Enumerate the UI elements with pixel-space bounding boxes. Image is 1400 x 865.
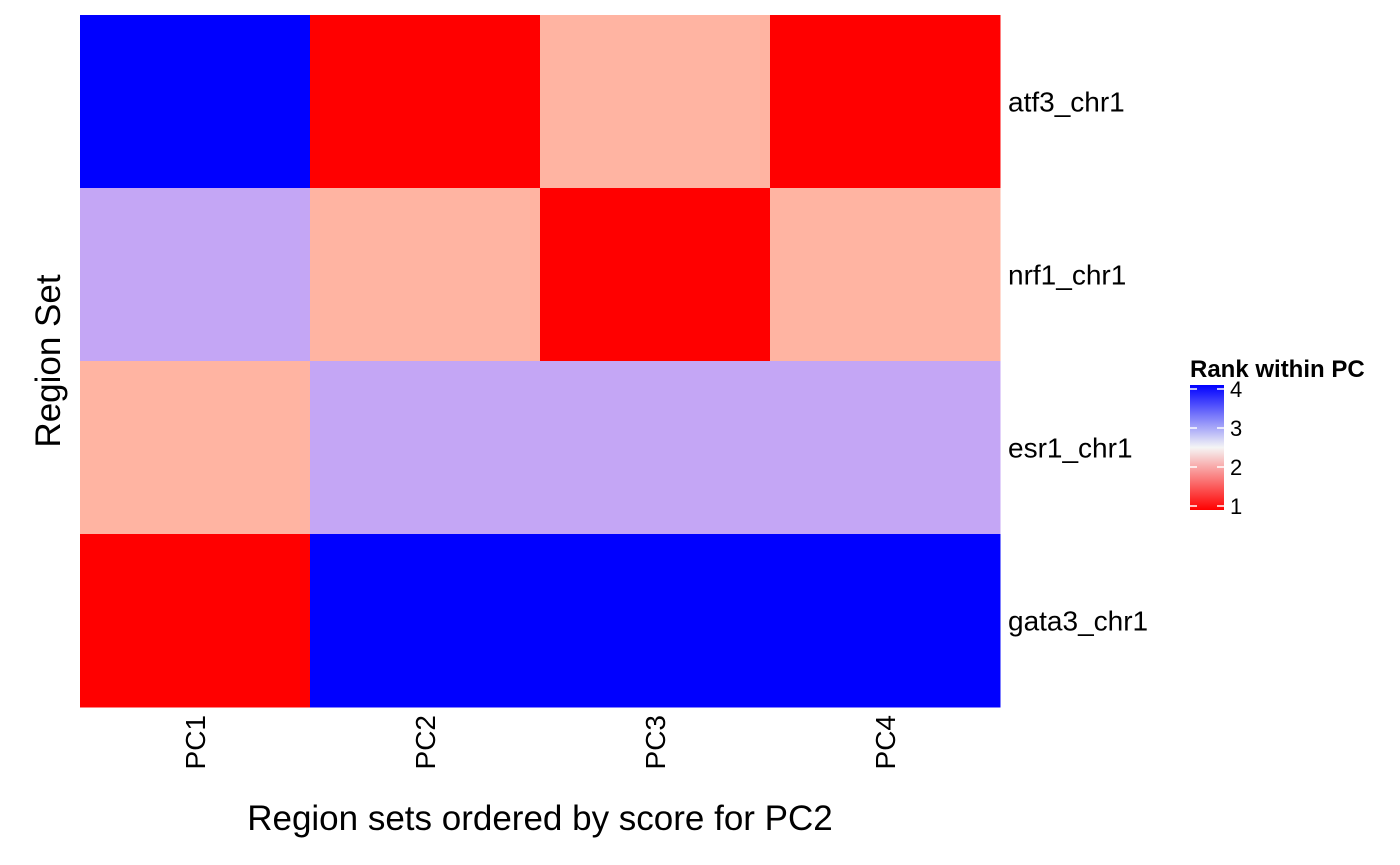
heatmap-cell [80,361,311,535]
legend-tick-label: 2 [1230,455,1242,480]
x-tick-label: PC1 [180,715,211,769]
heatmap-cell [540,188,771,362]
y-tick-label: atf3_chr1 [1008,87,1125,118]
y-tick-label: gata3_chr1 [1008,606,1148,637]
heatmap-cell [770,534,1001,708]
legend-tick-label: 3 [1230,416,1242,441]
heatmap-cell [770,15,1001,189]
x-tick-label: PC4 [870,715,901,769]
y-tick-labels: atf3_chr1 nrf1_chr1 esr1_chr1 gata3_chr1 [1008,87,1148,637]
legend-ticks: 4 3 2 1 [1190,377,1242,519]
x-tick-label: PC3 [640,715,671,769]
y-axis-label: Region Set [29,274,68,447]
x-tick-labels: PC1 PC2 PC3 PC4 [180,715,901,769]
heatmap-cells [80,15,1001,708]
legend-title: Rank within PC [1190,356,1365,383]
heatmap-cell [80,15,311,189]
heatmap-cell [310,188,541,362]
heatmap-cell [80,534,311,708]
y-tick-label: esr1_chr1 [1008,433,1133,464]
heatmap-cell [770,188,1001,362]
legend-colorbar [1190,385,1224,510]
x-tick-label: PC2 [410,715,441,769]
legend: Rank within PC 4 3 2 1 [1190,356,1365,519]
x-axis-label: Region sets ordered by score for PC2 [247,799,833,838]
heatmap-cell [770,361,1001,535]
heatmap-cell [310,534,541,708]
heatmap-cell [540,361,771,535]
heatmap-cell [540,15,771,189]
legend-tick-label: 1 [1230,494,1242,519]
heatmap-cell [310,15,541,189]
heatmap-cell [310,361,541,535]
heatmap-cell [540,534,771,708]
heatmap-cell [80,188,311,362]
legend-tick-label: 4 [1230,377,1242,402]
y-tick-label: nrf1_chr1 [1008,260,1126,291]
